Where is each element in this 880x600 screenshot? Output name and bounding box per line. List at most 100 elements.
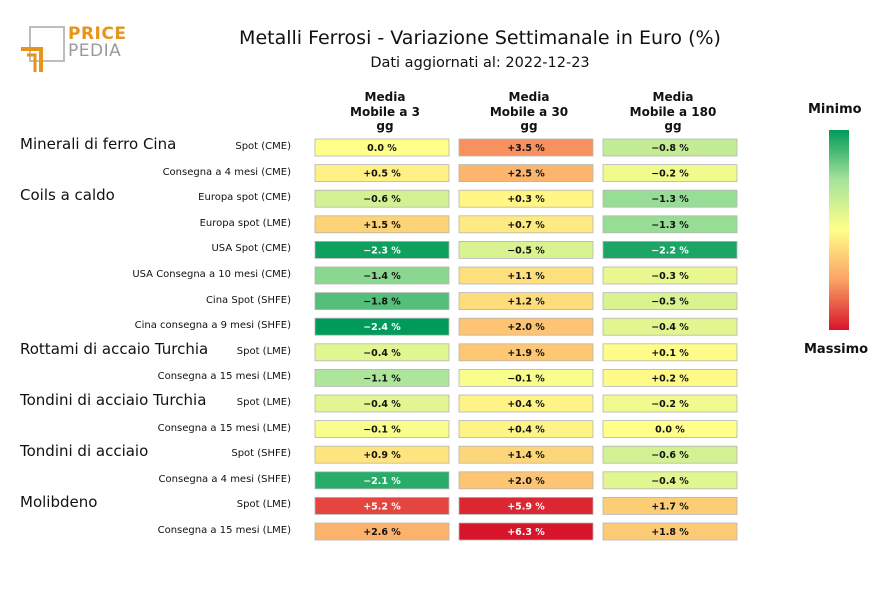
heatmap-cell (458, 317, 594, 336)
cell-value-label: −0.4 % (363, 399, 401, 410)
cell-value-label: +0.2 % (651, 373, 689, 384)
heatmap-cell (458, 240, 594, 259)
heatmap-cell (458, 292, 594, 311)
cell-value-label: +1.1 % (507, 271, 545, 282)
cell-value-label: −2.1 % (363, 476, 401, 487)
heatmap-cell (314, 394, 450, 413)
cell-value-label: −1.4 % (363, 271, 401, 282)
cell-value-label: +2.5 % (507, 169, 545, 180)
heatmap-cell (602, 317, 738, 336)
legend-top-label: Minimo (808, 102, 862, 117)
group-label: Minerali di ferro Cina (20, 135, 177, 153)
cell-value-label: +5.2 % (363, 501, 401, 512)
cell-value-label: −0.3 % (651, 271, 689, 282)
row-label: Consegna a 15 mesi (LME) (157, 525, 291, 536)
heatmap-cell (602, 215, 738, 234)
row-label: USA Spot (CME) (211, 243, 291, 255)
group-label: Molibdeno (20, 493, 98, 512)
heatmap-cell (314, 420, 450, 439)
heatmap-cell (314, 496, 450, 515)
chart-title: Metalli Ferrosi - Variazione Settimanale… (239, 27, 721, 49)
cell-value-label: −0.2 % (651, 169, 689, 180)
heatmap-cell (602, 394, 738, 413)
cell-value-label: −1.3 % (651, 194, 689, 205)
heatmap-cell (314, 445, 450, 464)
column-header: Media Mobile a 30 gg (489, 90, 569, 133)
row-label: Consegna a 4 mesi (CME) (162, 166, 291, 178)
cell-value-label: 0.0 % (367, 143, 397, 154)
heatmap-cell (314, 471, 450, 490)
cell-value-label: +1.9 % (507, 348, 545, 359)
row-label: Consegna a 4 mesi (SHFE) (158, 473, 291, 485)
logo-text-pedia: PEDIA (68, 41, 122, 61)
row-label: Spot (LME) (236, 345, 291, 357)
cell-value-label: +0.9 % (363, 450, 401, 461)
cell-value-label: −0.4 % (363, 348, 401, 359)
cell-value-label: +2.0 % (507, 476, 545, 487)
heatmap-cell (458, 471, 594, 490)
heatmap-cell (602, 189, 738, 208)
cell-value-label: +1.2 % (507, 297, 545, 308)
cell-value-label: +1.8 % (651, 527, 689, 538)
cell-value-label: −0.5 % (507, 245, 545, 256)
column-header: Media Mobile a 180 gg (629, 90, 717, 133)
cell-value-label: 0.0 % (655, 425, 685, 436)
heatmap-cell (602, 164, 738, 183)
heatmap-cell (602, 343, 738, 362)
cell-value-label: +1.5 % (363, 220, 401, 231)
row-label: Spot (CME) (235, 141, 291, 152)
cell-value-label: +2.6 % (363, 527, 401, 538)
row-label: Cina consegna a 9 mesi (SHFE) (134, 320, 291, 332)
pricepedia-logo: PRICE PEDIA (20, 24, 130, 74)
heatmap-cell (314, 266, 450, 285)
cell-value-label: +0.4 % (507, 399, 545, 410)
heatmap-cell (314, 215, 450, 234)
heatmap-cell (314, 343, 450, 362)
heatmap-cell (458, 522, 594, 541)
heatmap-cell (458, 496, 594, 515)
cell-value-label: +5.9 % (507, 501, 545, 512)
group-label: Tondini di acciaio Turchia (20, 391, 207, 409)
cell-value-label: −2.2 % (651, 245, 689, 256)
heatmap-cell (602, 292, 738, 311)
group-label: Tondini di acciaio (20, 442, 149, 461)
row-label: Europa spot (LME) (199, 217, 291, 229)
group-label: Coils a caldo (20, 186, 115, 205)
heatmap-cell (602, 496, 738, 515)
heatmap-cell (458, 215, 594, 234)
cell-value-label: −1.1 % (363, 373, 401, 384)
heatmap-cell (602, 420, 738, 439)
cell-value-label: −0.2 % (651, 399, 689, 410)
cell-value-label: −0.4 % (651, 476, 689, 487)
cell-value-label: +1.7 % (651, 501, 689, 512)
heatmap-cell (314, 138, 450, 157)
heatmap-cell (602, 522, 738, 541)
heatmap-cell (458, 138, 594, 157)
heatmap-cell (458, 189, 594, 208)
logo-text-price: PRICE (68, 24, 127, 44)
cell-value-label: −1.8 % (363, 297, 401, 308)
heatmap-cell (602, 240, 738, 259)
row-label: Spot (LME) (236, 397, 291, 408)
cell-value-label: +6.3 % (507, 527, 545, 538)
heatmap-cell (314, 189, 450, 208)
row-label: Consegna a 15 mesi (LME) (157, 371, 291, 383)
row-label: USA Consegna a 10 mesi (CME) (132, 269, 291, 280)
heatmap-cell (314, 522, 450, 541)
cell-value-label: −0.6 % (363, 194, 401, 205)
heatmap-cell (314, 240, 450, 259)
cell-value-label: −0.8 % (651, 143, 689, 154)
cell-value-label: +3.5 % (507, 143, 545, 154)
heatmap-cell (602, 471, 738, 490)
heatmap-cell (602, 266, 738, 285)
heatmap-cell (602, 368, 738, 387)
heatmap-cell (458, 164, 594, 183)
cell-value-label: +0.5 % (363, 169, 401, 180)
cell-value-label: −1.3 % (651, 220, 689, 231)
row-label: Europa spot (CME) (198, 192, 291, 204)
cell-value-label: −0.1 % (363, 425, 401, 436)
heatmap-cell (314, 317, 450, 336)
heatmap-cell (314, 368, 450, 387)
row-label: Spot (LME) (236, 499, 291, 511)
